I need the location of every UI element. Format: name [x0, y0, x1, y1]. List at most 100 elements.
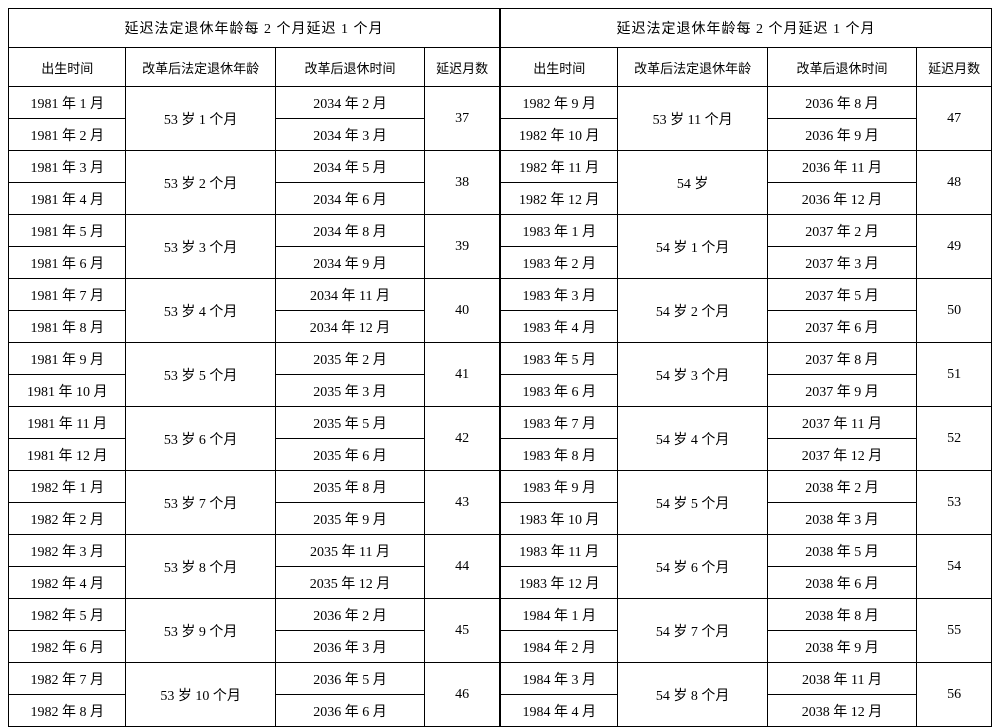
birth-cell: 1983 年 1 月: [501, 215, 618, 247]
table-row: 1981 年 1 月53 岁 1 个月2034 年 2 月37: [9, 87, 500, 119]
retire-cell: 2036 年 3 月: [275, 631, 424, 663]
birth-cell: 1982 年 3 月: [9, 535, 126, 567]
table-row: 1982 年 5 月53 岁 9 个月2036 年 2 月45: [9, 599, 500, 631]
delay-cell: 52: [917, 407, 992, 471]
retire-cell: 2038 年 2 月: [767, 471, 916, 503]
retire-cell: 2034 年 5 月: [275, 151, 424, 183]
retire-cell: 2035 年 6 月: [275, 439, 424, 471]
birth-cell: 1982 年 10 月: [501, 119, 618, 151]
birth-cell: 1981 年 7 月: [9, 279, 126, 311]
delay-cell: 43: [425, 471, 500, 535]
retire-cell: 2037 年 12 月: [767, 439, 916, 471]
retire-cell: 2035 年 5 月: [275, 407, 424, 439]
birth-cell: 1983 年 12 月: [501, 567, 618, 599]
table-row: 1982 年 11 月54 岁2036 年 11 月48: [501, 151, 992, 183]
birth-cell: 1982 年 6 月: [9, 631, 126, 663]
retire-cell: 2038 年 12 月: [767, 695, 916, 727]
retire-cell: 2034 年 6 月: [275, 183, 424, 215]
delay-cell: 40: [425, 279, 500, 343]
header-age: 改革后法定退休年龄: [618, 48, 767, 87]
delay-cell: 55: [917, 599, 992, 663]
birth-cell: 1981 年 12 月: [9, 439, 126, 471]
age-cell: 53 岁 9 个月: [126, 599, 275, 663]
retire-cell: 2035 年 8 月: [275, 471, 424, 503]
table-title: 延迟法定退休年龄每 2 个月延迟 1 个月: [9, 9, 500, 48]
age-cell: 53 岁 1 个月: [126, 87, 275, 151]
retirement-table-left: 延迟法定退休年龄每 2 个月延迟 1 个月 出生时间 改革后法定退休年龄 改革后…: [8, 8, 500, 727]
delay-cell: 44: [425, 535, 500, 599]
table-container: 延迟法定退休年龄每 2 个月延迟 1 个月 出生时间 改革后法定退休年龄 改革后…: [0, 0, 1000, 705]
birth-cell: 1982 年 7 月: [9, 663, 126, 695]
retire-cell: 2038 年 8 月: [767, 599, 916, 631]
table-row: 1981 年 3 月53 岁 2 个月2034 年 5 月38: [9, 151, 500, 183]
retire-cell: 2037 年 8 月: [767, 343, 916, 375]
birth-cell: 1983 年 3 月: [501, 279, 618, 311]
age-cell: 54 岁 8 个月: [618, 663, 767, 727]
delay-cell: 56: [917, 663, 992, 727]
header-row: 出生时间 改革后法定退休年龄 改革后退休时间 延迟月数: [501, 48, 992, 87]
table-row: 1983 年 11 月54 岁 6 个月2038 年 5 月54: [501, 535, 992, 567]
table-row: 1982 年 7 月53 岁 10 个月2036 年 5 月46: [9, 663, 500, 695]
birth-cell: 1982 年 9 月: [501, 87, 618, 119]
birth-cell: 1982 年 4 月: [9, 567, 126, 599]
header-row: 出生时间 改革后法定退休年龄 改革后退休时间 延迟月数: [9, 48, 500, 87]
title-row: 延迟法定退休年龄每 2 个月延迟 1 个月: [9, 9, 500, 48]
delay-cell: 39: [425, 215, 500, 279]
retire-cell: 2037 年 9 月: [767, 375, 916, 407]
birth-cell: 1981 年 10 月: [9, 375, 126, 407]
retire-cell: 2036 年 12 月: [767, 183, 916, 215]
birth-cell: 1983 年 6 月: [501, 375, 618, 407]
header-birth: 出生时间: [9, 48, 126, 87]
delay-cell: 46: [425, 663, 500, 727]
header-delay: 延迟月数: [425, 48, 500, 87]
delay-cell: 38: [425, 151, 500, 215]
age-cell: 53 岁 11 个月: [618, 87, 767, 151]
retire-cell: 2035 年 12 月: [275, 567, 424, 599]
table-row: 1984 年 3 月54 岁 8 个月2038 年 11 月56: [501, 663, 992, 695]
age-cell: 54 岁 2 个月: [618, 279, 767, 343]
age-cell: 54 岁 4 个月: [618, 407, 767, 471]
retirement-table-right: 延迟法定退休年龄每 2 个月延迟 1 个月 出生时间 改革后法定退休年龄 改革后…: [500, 8, 992, 727]
age-cell: 53 岁 10 个月: [126, 663, 275, 727]
retire-cell: 2037 年 2 月: [767, 215, 916, 247]
retire-cell: 2034 年 2 月: [275, 87, 424, 119]
delay-cell: 48: [917, 151, 992, 215]
table-title: 延迟法定退休年龄每 2 个月延迟 1 个月: [501, 9, 992, 48]
delay-cell: 49: [917, 215, 992, 279]
birth-cell: 1984 年 4 月: [501, 695, 618, 727]
table-row: 1982 年 3 月53 岁 8 个月2035 年 11 月44: [9, 535, 500, 567]
header-birth: 出生时间: [501, 48, 618, 87]
retire-cell: 2037 年 3 月: [767, 247, 916, 279]
delay-cell: 51: [917, 343, 992, 407]
table-row: 1981 年 5 月53 岁 3 个月2034 年 8 月39: [9, 215, 500, 247]
table-row: 1983 年 1 月54 岁 1 个月2037 年 2 月49: [501, 215, 992, 247]
birth-cell: 1982 年 8 月: [9, 695, 126, 727]
table-row: 1981 年 9 月53 岁 5 个月2035 年 2 月41: [9, 343, 500, 375]
birth-cell: 1984 年 2 月: [501, 631, 618, 663]
table-row: 1983 年 7 月54 岁 4 个月2037 年 11 月52: [501, 407, 992, 439]
birth-cell: 1983 年 9 月: [501, 471, 618, 503]
delay-cell: 45: [425, 599, 500, 663]
retire-cell: 2037 年 6 月: [767, 311, 916, 343]
retire-cell: 2035 年 3 月: [275, 375, 424, 407]
retire-cell: 2037 年 11 月: [767, 407, 916, 439]
birth-cell: 1983 年 4 月: [501, 311, 618, 343]
retire-cell: 2038 年 9 月: [767, 631, 916, 663]
retire-cell: 2034 年 8 月: [275, 215, 424, 247]
retire-cell: 2034 年 9 月: [275, 247, 424, 279]
retire-cell: 2036 年 5 月: [275, 663, 424, 695]
retire-cell: 2034 年 11 月: [275, 279, 424, 311]
birth-cell: 1984 年 1 月: [501, 599, 618, 631]
birth-cell: 1982 年 5 月: [9, 599, 126, 631]
retire-cell: 2035 年 2 月: [275, 343, 424, 375]
retire-cell: 2036 年 2 月: [275, 599, 424, 631]
birth-cell: 1982 年 12 月: [501, 183, 618, 215]
age-cell: 54 岁 7 个月: [618, 599, 767, 663]
age-cell: 53 岁 8 个月: [126, 535, 275, 599]
birth-cell: 1983 年 7 月: [501, 407, 618, 439]
age-cell: 54 岁 6 个月: [618, 535, 767, 599]
delay-cell: 53: [917, 471, 992, 535]
table-row: 1982 年 1 月53 岁 7 个月2035 年 8 月43: [9, 471, 500, 503]
age-cell: 54 岁 1 个月: [618, 215, 767, 279]
birth-cell: 1982 年 1 月: [9, 471, 126, 503]
